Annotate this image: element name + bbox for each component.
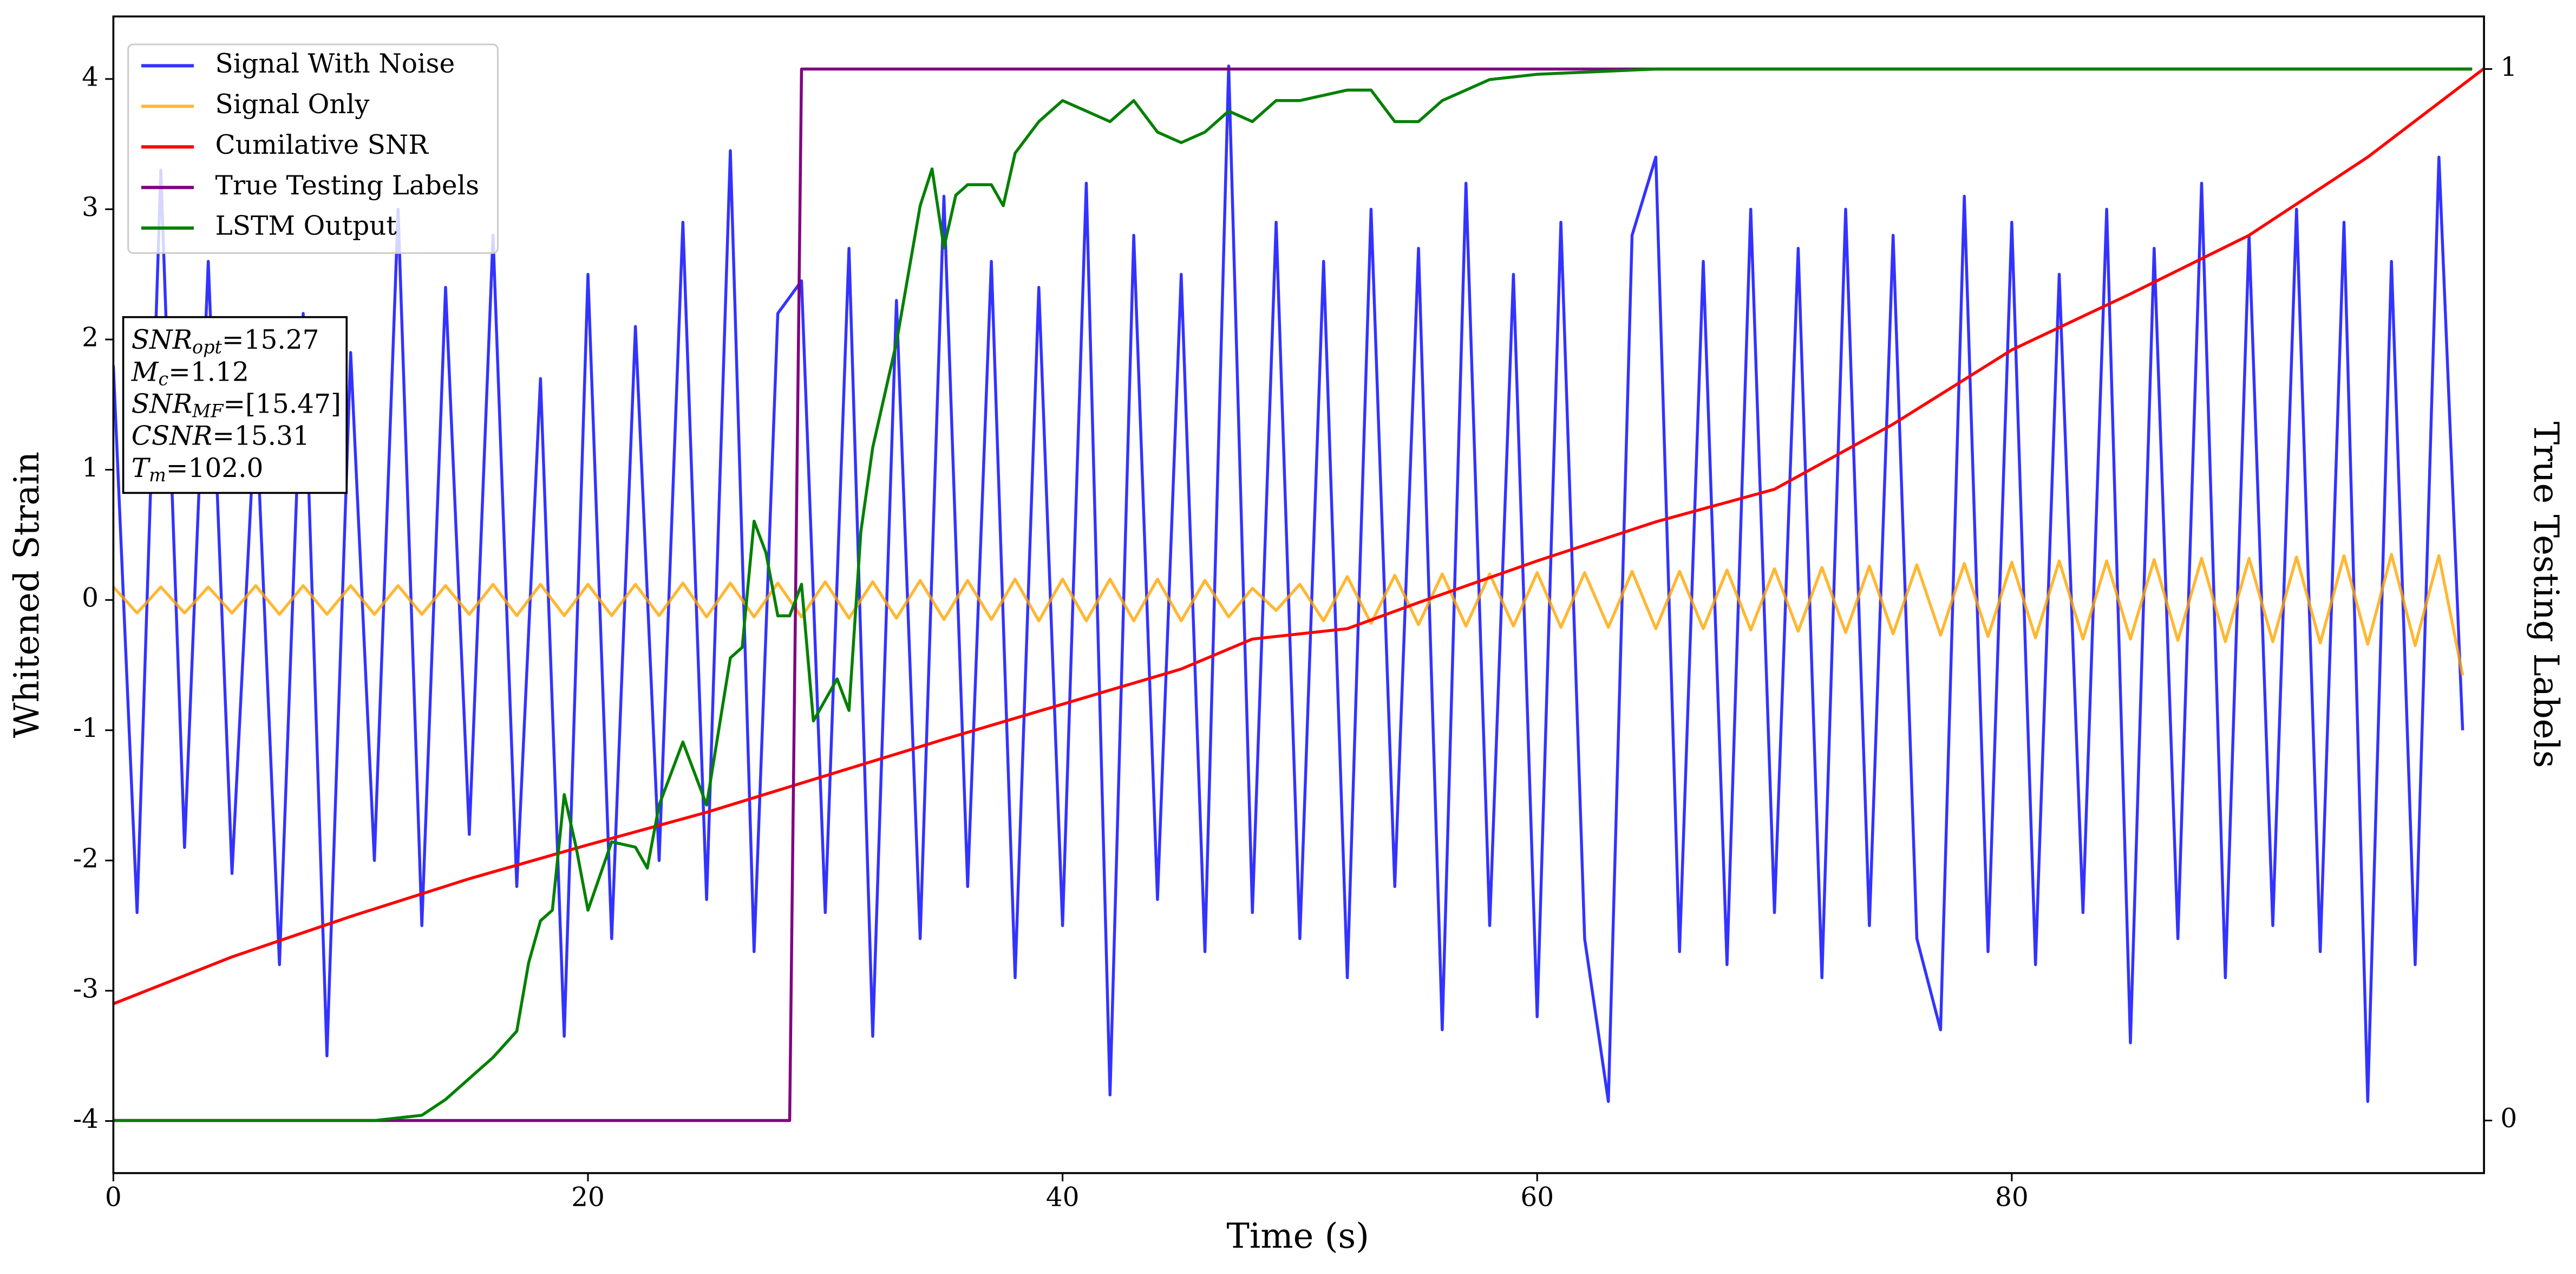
annotation-text: =15.31 — [212, 421, 310, 451]
y-tick-label: -2 — [73, 844, 99, 874]
annotation-text: =102.0 — [166, 453, 264, 483]
annotation-symbol: CSNR — [132, 421, 212, 451]
x-axis-title: Time (s) — [1226, 1217, 1369, 1257]
annotation-symbol: SNR — [132, 389, 192, 419]
annotation-line: SNRopt=15.27 — [132, 325, 319, 358]
legend: Signal With Noise Signal Only Cumilative S… — [127, 43, 499, 254]
axes-frame — [112, 15, 2485, 1174]
legend-box — [127, 43, 499, 254]
plot-area — [113, 64, 2485, 1122]
series-line — [113, 553, 2464, 676]
annotation-symbol: T — [132, 453, 151, 483]
y-tick-label: 3 — [82, 192, 99, 223]
series-line — [113, 67, 2473, 1122]
x-tick-label: 40 — [1046, 1182, 1080, 1213]
y-tick-label: 4 — [82, 62, 99, 92]
annotation-subscript: c — [158, 369, 168, 390]
annotation-symbol: SNR — [132, 325, 192, 355]
annotation-line: SNRMF=[15.47] — [132, 389, 341, 422]
y-tick-label: -1 — [73, 713, 99, 743]
legend-label: LSTM Output — [215, 211, 397, 241]
x-tick-label: 80 — [1995, 1182, 2029, 1213]
annotation-subscript: MF — [192, 401, 224, 422]
y2-tick-label: 0 — [2500, 1103, 2517, 1134]
x-tick-label: 60 — [1520, 1182, 1554, 1213]
annotation-text: =1.12 — [168, 357, 249, 387]
series-line — [113, 67, 2485, 1005]
y-tick-label: 2 — [82, 323, 99, 353]
legend-label: True Testing Labels — [215, 171, 480, 201]
annotation-subscript: opt — [192, 336, 222, 357]
annotation-line: CSNR=15.31 — [132, 421, 310, 451]
legend-label: Signal Only — [215, 89, 370, 120]
annotation: SNRopt=15.27Mc=1.12SNRMF=[15.47]CSNR=15.… — [122, 316, 348, 494]
y-tick-label: 0 — [82, 583, 99, 613]
y2-axis-title: True Testing Labels — [2526, 422, 2566, 768]
annotation-line: Mc=1.12 — [131, 357, 249, 390]
y-tick-label: 1 — [82, 453, 99, 483]
annotation-symbol: M — [131, 357, 159, 387]
annotation-subscript: m — [149, 465, 166, 486]
y2-tick-label: 1 — [2500, 52, 2517, 82]
y-axis-title: Whitened Strain — [7, 452, 47, 738]
series-line — [113, 64, 2464, 1103]
annotation-box — [122, 316, 348, 494]
annotation-text: =15.27 — [222, 325, 319, 355]
y-tick-label: -4 — [73, 1104, 99, 1134]
y-tick-label: -3 — [73, 974, 99, 1004]
x-tick-label: 20 — [571, 1182, 605, 1213]
legend-label: Signal With Noise — [215, 49, 455, 79]
legend-label: Cumilative SNR — [215, 130, 429, 160]
annotation-line: Tm=102.0 — [132, 453, 264, 486]
annotation-text: =[15.47] — [223, 389, 341, 419]
x-tick-label: 0 — [105, 1182, 122, 1213]
